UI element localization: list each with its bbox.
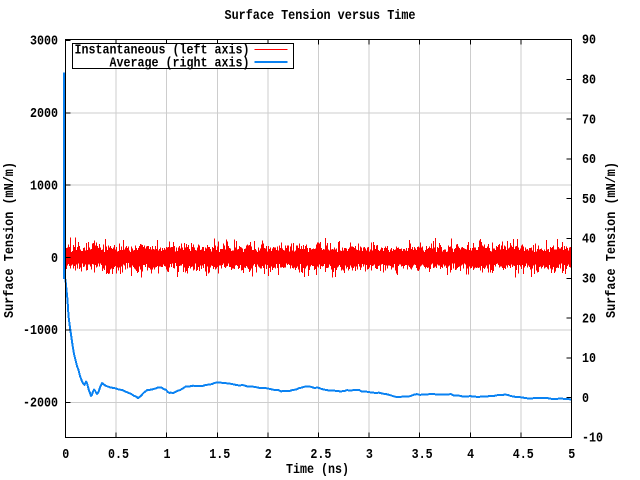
svg-text:10: 10	[582, 352, 596, 367]
svg-text:70: 70	[582, 113, 596, 128]
svg-text:20: 20	[582, 312, 596, 327]
svg-text:Surface Tension (mN/m): Surface Tension (mN/m)	[3, 162, 18, 318]
svg-text:0.5: 0.5	[108, 448, 129, 463]
svg-text:3: 3	[366, 448, 373, 463]
svg-text:60: 60	[582, 153, 596, 168]
svg-text:2000: 2000	[30, 107, 58, 122]
svg-text:Time (ns): Time (ns)	[286, 463, 349, 478]
svg-text:4: 4	[467, 448, 474, 463]
svg-text:0: 0	[62, 448, 69, 463]
svg-text:50: 50	[582, 193, 596, 208]
svg-text:2: 2	[265, 448, 272, 463]
svg-text:Average (right axis): Average (right axis)	[110, 57, 250, 72]
svg-text:1.5: 1.5	[209, 448, 230, 463]
svg-text:1000: 1000	[30, 179, 58, 194]
svg-text:2.5: 2.5	[310, 448, 331, 463]
svg-text:Surface Tension (mN/m): Surface Tension (mN/m)	[605, 162, 620, 318]
svg-text:90: 90	[582, 34, 596, 49]
svg-text:-2000: -2000	[23, 397, 58, 412]
svg-text:-1000: -1000	[23, 324, 58, 339]
svg-text:5: 5	[568, 448, 575, 463]
svg-text:0: 0	[582, 392, 589, 407]
svg-text:3.5: 3.5	[412, 448, 433, 463]
svg-text:80: 80	[582, 74, 596, 89]
svg-text:30: 30	[582, 273, 596, 288]
svg-text:4.5: 4.5	[513, 448, 534, 463]
svg-text:Instantaneous (left axis): Instantaneous (left axis)	[75, 44, 250, 59]
svg-text:0: 0	[51, 252, 58, 267]
svg-text:40: 40	[582, 233, 596, 248]
svg-text:3000: 3000	[30, 35, 58, 50]
svg-text:Surface Tension versus Time: Surface Tension versus Time	[225, 9, 416, 24]
svg-text:1: 1	[164, 448, 171, 463]
svg-text:-10: -10	[582, 432, 603, 447]
